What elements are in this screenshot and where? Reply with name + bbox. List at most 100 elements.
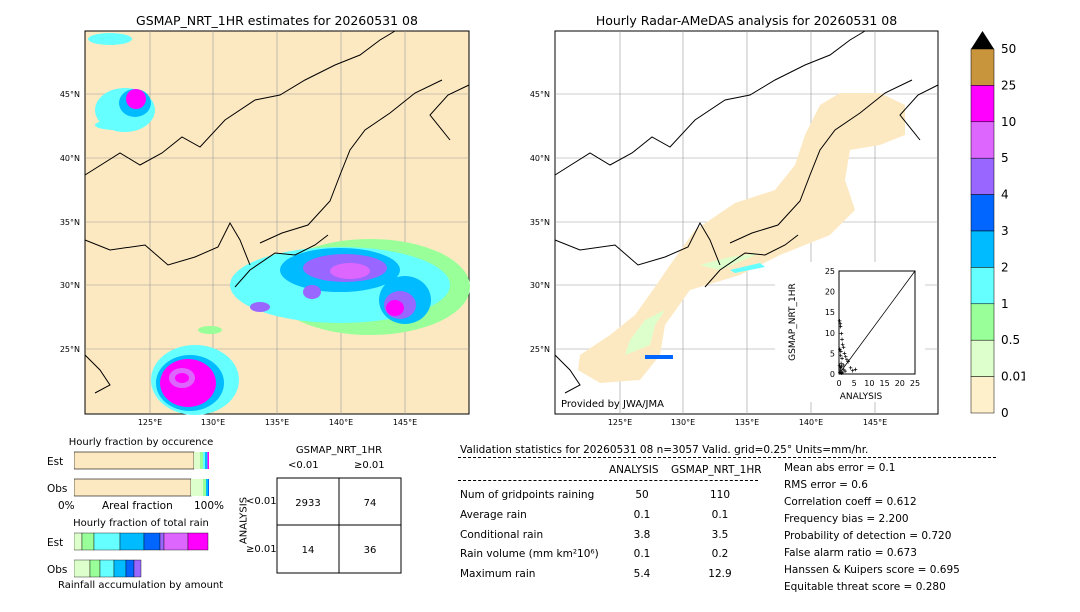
- score-pod: Probability of detection = 0.720: [784, 530, 952, 542]
- occurrence-axis-right: 100%: [194, 500, 225, 512]
- right-lon-125: 125°E: [608, 418, 632, 427]
- scatter-xtick: 15: [880, 379, 890, 388]
- scatter-point: [841, 345, 846, 350]
- left-lat-40: 40°N: [60, 154, 80, 163]
- colorbar-extend-arrow: [971, 31, 994, 49]
- left-lat-30: 30°N: [60, 281, 80, 290]
- colorbar-label: 5: [1001, 151, 1009, 165]
- occurrence-row-obs: Obs: [47, 483, 68, 495]
- occurrence-row-est: Est: [47, 456, 64, 468]
- validation-row-label-1: Average rain: [460, 509, 527, 521]
- score-far: False alarm ratio = 0.673: [784, 547, 917, 559]
- colorbar-label: 10: [1001, 115, 1016, 129]
- validation-row-analysis-2: 3.8: [633, 529, 651, 541]
- colorbar-label: 0.01: [1001, 370, 1025, 384]
- scatter-ytick: 25: [825, 267, 835, 276]
- scatter-x-ticks: 0 5 10 15 20 25: [836, 379, 920, 388]
- colorbar-label: 1: [1001, 297, 1009, 311]
- scatter-point: [842, 368, 846, 372]
- left-map: 45°N 40°N 35°N 30°N 25°N 125°E 130°E 135…: [60, 30, 470, 427]
- scatter-point: [838, 353, 843, 358]
- score-mean-abs-error: Mean abs error = 0.1: [784, 462, 896, 474]
- scatter-point: [843, 354, 848, 359]
- colorbar-swatch: [970, 121, 995, 159]
- scatter-point: [839, 349, 843, 354]
- scatter-point: [838, 347, 842, 352]
- scatter-point: [842, 351, 847, 356]
- validation-row-label-3: Rain volume (mm km²10⁶): [460, 548, 599, 560]
- left-map-rain-field: [88, 33, 470, 415]
- scatter-ytick: 5: [830, 349, 835, 358]
- validation-col-gsmap: GSMAP_NRT_1HR: [671, 464, 762, 476]
- left-map-lat-labels: 45°N 40°N 35°N 30°N 25°N: [60, 90, 80, 354]
- colorbar-label: 0: [1001, 406, 1009, 420]
- colorbar-label: 50: [1001, 42, 1016, 56]
- score-correlation: Correlation coeff = 0.612: [784, 496, 917, 508]
- contingency-col-lt: <0.01: [288, 460, 319, 471]
- left-lon-145: 145°E: [393, 418, 417, 427]
- scatter-point: [845, 357, 849, 362]
- score-hk: Hanssen & Kuipers score = 0.695: [784, 564, 960, 576]
- occurrence-axis-mid: Areal fraction: [102, 500, 173, 512]
- scatter-ylabel: GSMAP_NRT_1HR: [788, 283, 798, 361]
- left-lon-135: 135°E: [265, 418, 289, 427]
- contingency-cell-10: 14: [302, 545, 315, 556]
- right-lon-140: 140°E: [799, 418, 823, 427]
- scatter-xtick: 0: [836, 379, 841, 388]
- colorbar-label: 4: [1001, 188, 1009, 202]
- validation-row-gsmap-1: 0.1: [711, 509, 729, 521]
- contingency-cell-11: 36: [364, 545, 377, 556]
- validation-row-analysis-4: 5.4: [633, 568, 651, 580]
- left-lat-45: 45°N: [60, 90, 80, 99]
- colorbar-label: 3: [1001, 224, 1009, 238]
- validation-row-analysis-1: 0.1: [633, 509, 651, 521]
- total-rain-row-est: Est: [47, 537, 64, 549]
- validation-row-label-0: Num of gridpoints raining: [460, 489, 595, 501]
- scatter-point: [841, 363, 846, 367]
- contingency-row-lt: <0.01: [246, 496, 277, 507]
- occurrence-title: Hourly fraction by occurence: [68, 437, 214, 448]
- scatter-point: [839, 331, 844, 336]
- scatter-xtick: 20: [895, 379, 905, 388]
- colorbar-swatch: [970, 194, 995, 232]
- contingency-grid: 2933 74 14 36: [276, 477, 402, 574]
- colorbar-label: 0.5: [1001, 333, 1020, 347]
- score-frequency-bias: Frequency bias = 2.200: [784, 513, 909, 525]
- right-lon-130: 130°E: [671, 418, 695, 427]
- validation-divider: [458, 457, 996, 458]
- scatter-point: [838, 324, 843, 329]
- scatter-point: [840, 356, 844, 361]
- scatter-point: [848, 366, 853, 370]
- validation-row-gsmap-0: 110: [709, 489, 731, 501]
- total-rain-title: Hourly fraction of total rain: [73, 518, 209, 529]
- right-lat-25: 25°N: [530, 345, 550, 354]
- validation-row-analysis-3: 0.1: [633, 548, 651, 560]
- scatter-xtick: 10: [864, 379, 874, 388]
- scatter-xlabel: ANALYSIS: [840, 392, 883, 402]
- contingency-row-ge: ≥0.01: [246, 544, 277, 555]
- occurrence-obs-bar: [74, 478, 209, 497]
- right-map-coastline: [554, 30, 939, 394]
- colorbar-swatch: [970, 230, 995, 268]
- right-lon-135: 135°E: [735, 418, 759, 427]
- scatter-xtick: 5: [852, 379, 857, 388]
- colorbar-label: 2: [1001, 260, 1009, 274]
- scatter-ytick: 20: [825, 288, 835, 297]
- contingency-cell-00: 2933: [295, 498, 320, 509]
- occurrence-bars: [74, 451, 209, 497]
- scatter-point: [839, 361, 843, 366]
- occurrence-axis-left: 0%: [58, 500, 75, 512]
- contingency-cell-01: 74: [364, 498, 377, 509]
- scatter-point: [846, 359, 850, 364]
- total-rain-obs-bar: [74, 559, 142, 578]
- validation-row-analysis-0: 50: [635, 489, 649, 501]
- validation-row-label-4: Maximum rain: [460, 568, 536, 580]
- validation-header: Validation statistics for 20260531 08 n=…: [460, 444, 869, 456]
- scatter-points: [837, 319, 858, 375]
- left-lon-140: 140°E: [329, 418, 353, 427]
- right-map-title: Hourly Radar-AMeDAS analysis for 2026053…: [595, 13, 898, 28]
- scatter-point: [853, 367, 858, 372]
- validation-row-label-2: Conditional rain: [460, 529, 544, 541]
- colorbar-swatch: [970, 376, 995, 414]
- scatter-xtick: 25: [910, 379, 920, 388]
